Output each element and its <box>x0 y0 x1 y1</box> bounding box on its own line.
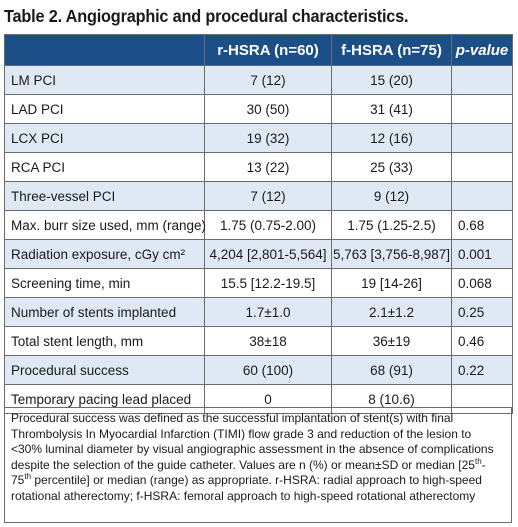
f-hsra-value: 19 [14-26] <box>331 268 452 298</box>
table-row: Three-vessel PCI 7 (12) 9 (12) <box>4 181 513 211</box>
table-row: Procedural success 60 (100) 68 (91) 0.22 <box>4 355 513 385</box>
p-value: 0.001 <box>451 239 513 269</box>
table-footnote: Procedural success was defined as the su… <box>4 407 512 523</box>
footnote-superscript: th <box>474 456 482 466</box>
table-row: Screening time, min 15.5 [12.2-19.5] 19 … <box>4 268 513 298</box>
data-table: r-HSRA (n=60) f-HSRA (n=75) p-value LM P… <box>4 34 513 414</box>
table-row: Number of stents implanted 1.7±1.0 2.1±1… <box>4 297 513 327</box>
p-value <box>451 181 513 211</box>
row-label: Procedural success <box>4 355 205 385</box>
table-title: Table 2. Angiographic and procedural cha… <box>4 6 409 26</box>
f-hsra-value: 25 (33) <box>331 152 452 182</box>
f-hsra-value: 12 (16) <box>331 123 452 153</box>
r-hsra-value: 30 (50) <box>204 94 332 124</box>
r-hsra-value: 15.5 [12.2-19.5] <box>204 268 332 298</box>
table-row: Total stent length, mm 38±18 36±19 0.46 <box>4 326 513 356</box>
f-hsra-value: 1.75 (1.25-2.5) <box>331 210 452 240</box>
row-label: RCA PCI <box>4 152 205 182</box>
header-f-hsra: f-HSRA (n=75) <box>331 34 452 66</box>
p-value: 0.68 <box>451 210 513 240</box>
r-hsra-value: 7 (12) <box>204 181 332 211</box>
r-hsra-value: 19 (32) <box>204 123 332 153</box>
f-hsra-value: 2.1±1.2 <box>331 297 452 327</box>
table-row: LAD PCI 30 (50) 31 (41) <box>4 94 513 124</box>
row-label: Screening time, min <box>4 268 205 298</box>
p-value <box>451 152 513 182</box>
table-row: Temporary pacing lead placed 0 8 (10.6) <box>4 384 513 414</box>
r-hsra-value: 1.75 (0.75-2.00) <box>204 210 332 240</box>
r-hsra-value: 4,204 [2,801-5,564] <box>204 239 332 269</box>
table-row: LM PCI 7 (12) 15 (20) <box>4 65 513 95</box>
footnote-text: percentile] or median (range) as appropr… <box>11 473 482 503</box>
row-label: LM PCI <box>4 65 205 95</box>
row-label: Number of stents implanted <box>4 297 205 327</box>
row-label: Three-vessel PCI <box>4 181 205 211</box>
table-row: LCX PCI 19 (32) 12 (16) <box>4 123 513 153</box>
header-label <box>4 34 205 66</box>
header-r-hsra: r-HSRA (n=60) <box>204 34 332 66</box>
row-label: Radiation exposure, cGy cm² <box>4 239 205 269</box>
r-hsra-value: 60 (100) <box>204 355 332 385</box>
p-value <box>451 123 513 153</box>
r-hsra-value: 13 (22) <box>204 152 332 182</box>
row-label: LCX PCI <box>4 123 205 153</box>
row-label: LAD PCI <box>4 94 205 124</box>
footnote-superscript: th <box>24 472 32 482</box>
r-hsra-value: 1.7±1.0 <box>204 297 332 327</box>
header-row: r-HSRA (n=60) f-HSRA (n=75) p-value <box>4 34 513 66</box>
table-row: RCA PCI 13 (22) 25 (33) <box>4 152 513 182</box>
p-value <box>451 384 513 414</box>
row-label: Temporary pacing lead placed <box>4 384 205 414</box>
p-value <box>451 94 513 124</box>
p-value: 0.25 <box>451 297 513 327</box>
p-value: 0.22 <box>451 355 513 385</box>
table-row: Radiation exposure, cGy cm² 4,204 [2,801… <box>4 239 513 269</box>
footnote-text: Procedural success was defined as the su… <box>11 411 494 472</box>
row-label: Total stent length, mm <box>4 326 205 356</box>
p-value: 0.068 <box>451 268 513 298</box>
table-row: Max. burr size used, mm (range) 1.75 (0.… <box>4 210 513 240</box>
f-hsra-value: 31 (41) <box>331 94 452 124</box>
header-p-value: p-value <box>451 34 513 66</box>
f-hsra-value: 36±19 <box>331 326 452 356</box>
f-hsra-value: 5,763 [3,756-8,987] <box>331 239 452 269</box>
footnote-text: -75 <box>11 457 486 488</box>
p-value: 0.46 <box>451 326 513 356</box>
f-hsra-value: 9 (12) <box>331 181 452 211</box>
r-hsra-value: 38±18 <box>204 326 332 356</box>
f-hsra-value: 8 (10.6) <box>331 384 452 414</box>
row-label: Max. burr size used, mm (range) <box>4 210 206 240</box>
f-hsra-value: 68 (91) <box>331 355 452 385</box>
f-hsra-value: 15 (20) <box>331 65 452 95</box>
p-value <box>451 65 513 95</box>
r-hsra-value: 7 (12) <box>204 65 332 95</box>
